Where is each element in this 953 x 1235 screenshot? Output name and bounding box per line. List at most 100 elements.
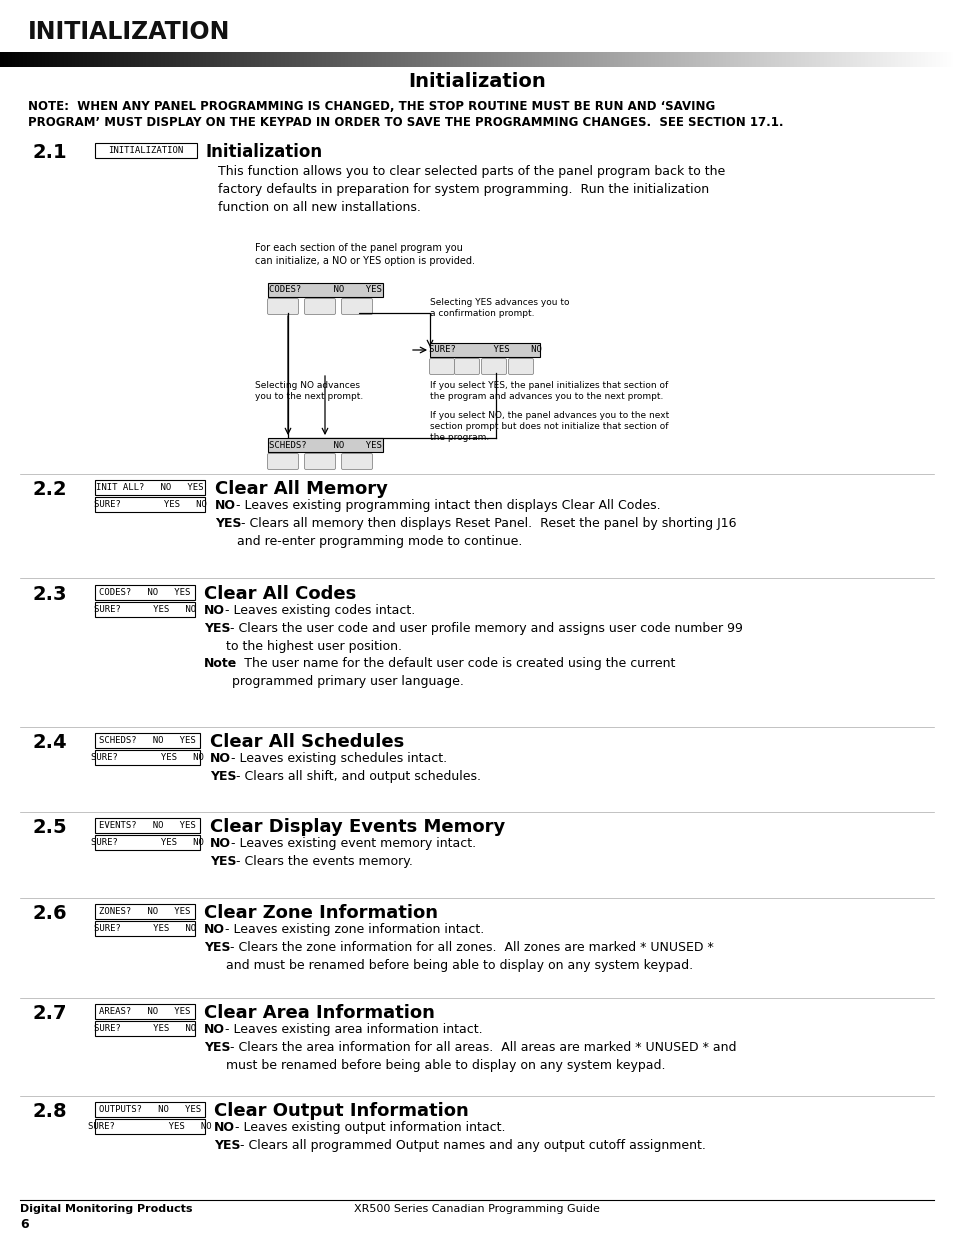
Text: Digital Monitoring Products: Digital Monitoring Products [20,1204,193,1214]
Text: OUTPUTS?   NO   YES: OUTPUTS? NO YES [99,1105,201,1114]
Text: Clear All Codes: Clear All Codes [204,585,355,603]
Bar [268,438,382,452]
Text: NO: NO [213,1121,234,1134]
Text: Initialization: Initialization [408,72,545,91]
Text: If you select NO, the panel advances you to the next
section prompt but does not: If you select NO, the panel advances you… [430,411,669,442]
Text: SURE?      YES   NO: SURE? YES NO [93,924,196,932]
Text: 2.4: 2.4 [32,734,67,752]
Text: - Leaves existing zone information intact.: - Leaves existing zone information intac… [221,923,484,936]
Bar [95,585,194,600]
Text: INITIALIZATION: INITIALIZATION [28,20,230,44]
Text: SCHEDS?   NO   YES: SCHEDS? NO YES [99,736,195,745]
Text: INITIALIZATION: INITIALIZATION [109,146,183,156]
Bar [95,921,194,936]
Text: NO: NO [204,604,225,618]
Text: AREAS?   NO   YES: AREAS? NO YES [99,1007,191,1016]
FancyBboxPatch shape [267,299,298,315]
Bar [95,904,194,919]
Text: If you select YES, the panel initializes that section of
the program and advance: If you select YES, the panel initializes… [430,382,667,401]
Text: NO: NO [210,752,231,764]
Text: - Leaves existing area information intact.: - Leaves existing area information intac… [221,1023,482,1036]
Text: 2.2: 2.2 [32,480,67,499]
FancyBboxPatch shape [508,358,533,374]
Text: - Clears all programmed Output names and any output cutoff assignment.: - Clears all programmed Output names and… [235,1139,705,1152]
Text: Selecting YES advances you to
a confirmation prompt.: Selecting YES advances you to a confirma… [430,298,569,319]
FancyBboxPatch shape [454,358,479,374]
Bar [95,601,194,618]
Text: 6: 6 [20,1218,29,1231]
Bar [95,143,196,158]
Text: 2.8: 2.8 [32,1102,67,1121]
Text: 2.5: 2.5 [32,818,67,837]
Text: 2.3: 2.3 [32,585,67,604]
Text: SURE?        YES   NO: SURE? YES NO [91,753,204,762]
Text: Clear Area Information: Clear Area Information [204,1004,435,1023]
Text: Clear All Memory: Clear All Memory [214,480,388,498]
Text: - Clears the user code and user profile memory and assigns user code number 99
t: - Clears the user code and user profile … [226,622,742,653]
Text: This function allows you to clear selected parts of the panel program back to th: This function allows you to clear select… [218,165,724,214]
Text: 2.1: 2.1 [32,143,67,162]
FancyBboxPatch shape [267,453,298,469]
Text: YES: YES [210,855,236,868]
Text: For each section of the panel program you
can initialize, a NO or YES option is : For each section of the panel program yo… [254,243,475,267]
Bar [95,1004,194,1019]
Bar [95,496,205,513]
FancyBboxPatch shape [341,453,372,469]
FancyBboxPatch shape [304,299,335,315]
Bar [95,750,200,764]
Text: Clear Output Information: Clear Output Information [213,1102,468,1120]
Text: CODES?   NO   YES: CODES? NO YES [99,588,191,597]
Bar [430,343,539,357]
Text: Clear All Schedules: Clear All Schedules [210,734,404,751]
Text: - Leaves existing output information intact.: - Leaves existing output information int… [231,1121,505,1134]
Text: SURE?        YES   NO: SURE? YES NO [91,839,204,847]
Text: - Leaves existing codes intact.: - Leaves existing codes intact. [221,604,415,618]
Bar [95,1102,205,1116]
Bar [268,283,382,296]
FancyBboxPatch shape [304,453,335,469]
Text: Note: Note [204,657,237,671]
FancyBboxPatch shape [429,358,454,374]
Bar [95,835,200,850]
Text: YES: YES [214,517,241,530]
Text: CODES?      NO    YES: CODES? NO YES [269,285,381,294]
Text: SURE?          YES   NO: SURE? YES NO [88,1123,212,1131]
Text: NO: NO [204,923,225,936]
Text: YES: YES [204,941,231,953]
Text: YES: YES [210,769,236,783]
Text: INIT ALL?   NO   YES: INIT ALL? NO YES [96,483,204,492]
Text: :  The user name for the default user code is created using the current
programm: : The user name for the default user cod… [232,657,675,688]
Text: YES: YES [204,622,231,635]
Bar [95,1021,194,1036]
Text: SCHEDS?     NO    YES: SCHEDS? NO YES [269,441,381,450]
Text: NO: NO [204,1023,225,1036]
Text: - Clears the events memory.: - Clears the events memory. [232,855,413,868]
Text: - Leaves existing schedules intact.: - Leaves existing schedules intact. [227,752,447,764]
Text: - Clears the zone information for all zones.  All zones are marked * UNUSED *
an: - Clears the zone information for all zo… [226,941,713,972]
Text: 2.6: 2.6 [32,904,67,923]
Text: ZONES?   NO   YES: ZONES? NO YES [99,906,191,916]
Text: NO: NO [210,837,231,850]
Bar [95,1119,205,1134]
Text: NOTE:  WHEN ANY PANEL PROGRAMMING IS CHANGED, THE STOP ROUTINE MUST BE RUN AND ‘: NOTE: WHEN ANY PANEL PROGRAMMING IS CHAN… [28,100,715,112]
Text: - Clears all shift, and output schedules.: - Clears all shift, and output schedules… [232,769,480,783]
Text: NO: NO [214,499,235,513]
Text: - Clears all memory then displays Reset Panel.  Reset the panel by shorting J16
: - Clears all memory then displays Reset … [236,517,736,548]
Bar [95,734,200,748]
Text: Selecting NO advances
you to the next prompt.: Selecting NO advances you to the next pr… [254,382,363,401]
Text: YES: YES [204,1041,231,1053]
Text: SURE?      YES   NO: SURE? YES NO [93,1024,196,1032]
Text: SURE?        YES   NO: SURE? YES NO [93,500,206,509]
Bar [95,818,200,832]
FancyBboxPatch shape [341,299,372,315]
Text: YES: YES [213,1139,240,1152]
Text: XR500 Series Canadian Programming Guide: XR500 Series Canadian Programming Guide [354,1204,599,1214]
Text: SURE?      YES   NO: SURE? YES NO [93,605,196,614]
Text: EVENTS?   NO   YES: EVENTS? NO YES [99,821,195,830]
Text: Clear Display Events Memory: Clear Display Events Memory [210,818,505,836]
Text: SURE?       YES    NO: SURE? YES NO [428,346,541,354]
Text: - Clears the area information for all areas.  All areas are marked * UNUSED * an: - Clears the area information for all ar… [226,1041,736,1072]
Bar [95,480,205,495]
Text: PROGRAM’ MUST DISPLAY ON THE KEYPAD IN ORDER TO SAVE THE PROGRAMMING CHANGES.  S: PROGRAM’ MUST DISPLAY ON THE KEYPAD IN O… [28,116,782,128]
Text: - Leaves existing event memory intact.: - Leaves existing event memory intact. [227,837,476,850]
